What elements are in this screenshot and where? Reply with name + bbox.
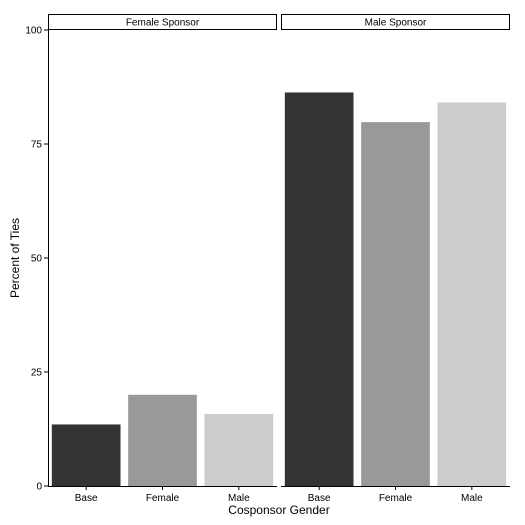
facet-strip-label: Female Sponsor (126, 18, 200, 29)
bar (51, 424, 121, 486)
y-tick-label: 50 (31, 254, 43, 265)
facet-strip (281, 14, 510, 30)
bar (128, 394, 197, 486)
facet-panel: Female Sponsor Base Female Male (48, 14, 277, 504)
y-tick-label: 0 (36, 482, 42, 493)
bar (204, 413, 274, 486)
facet-strip-label: Male Sponsor (365, 18, 427, 29)
y-axis-title: Percent of Ties (8, 218, 22, 298)
y-tick-label: 100 (25, 26, 42, 37)
bar (437, 102, 507, 486)
bar (284, 92, 354, 487)
x-tick-label: Male (228, 493, 250, 504)
facet-strip (48, 14, 277, 30)
y-tick-label: 25 (31, 368, 43, 379)
x-tick-label: Base (308, 493, 331, 504)
x-axis-title: Cosponsor Gender (228, 503, 329, 517)
x-tick-label: Female (146, 493, 180, 504)
x-tick-label: Male (461, 493, 483, 504)
y-tick-label: 75 (31, 140, 43, 151)
bar (361, 122, 430, 486)
x-tick-label: Base (75, 493, 98, 504)
x-tick-label: Female (379, 493, 413, 504)
y-axis: 0 25 50 75 100 (25, 26, 49, 493)
facet-panel: Male Sponsor Base Female Male (281, 14, 510, 504)
